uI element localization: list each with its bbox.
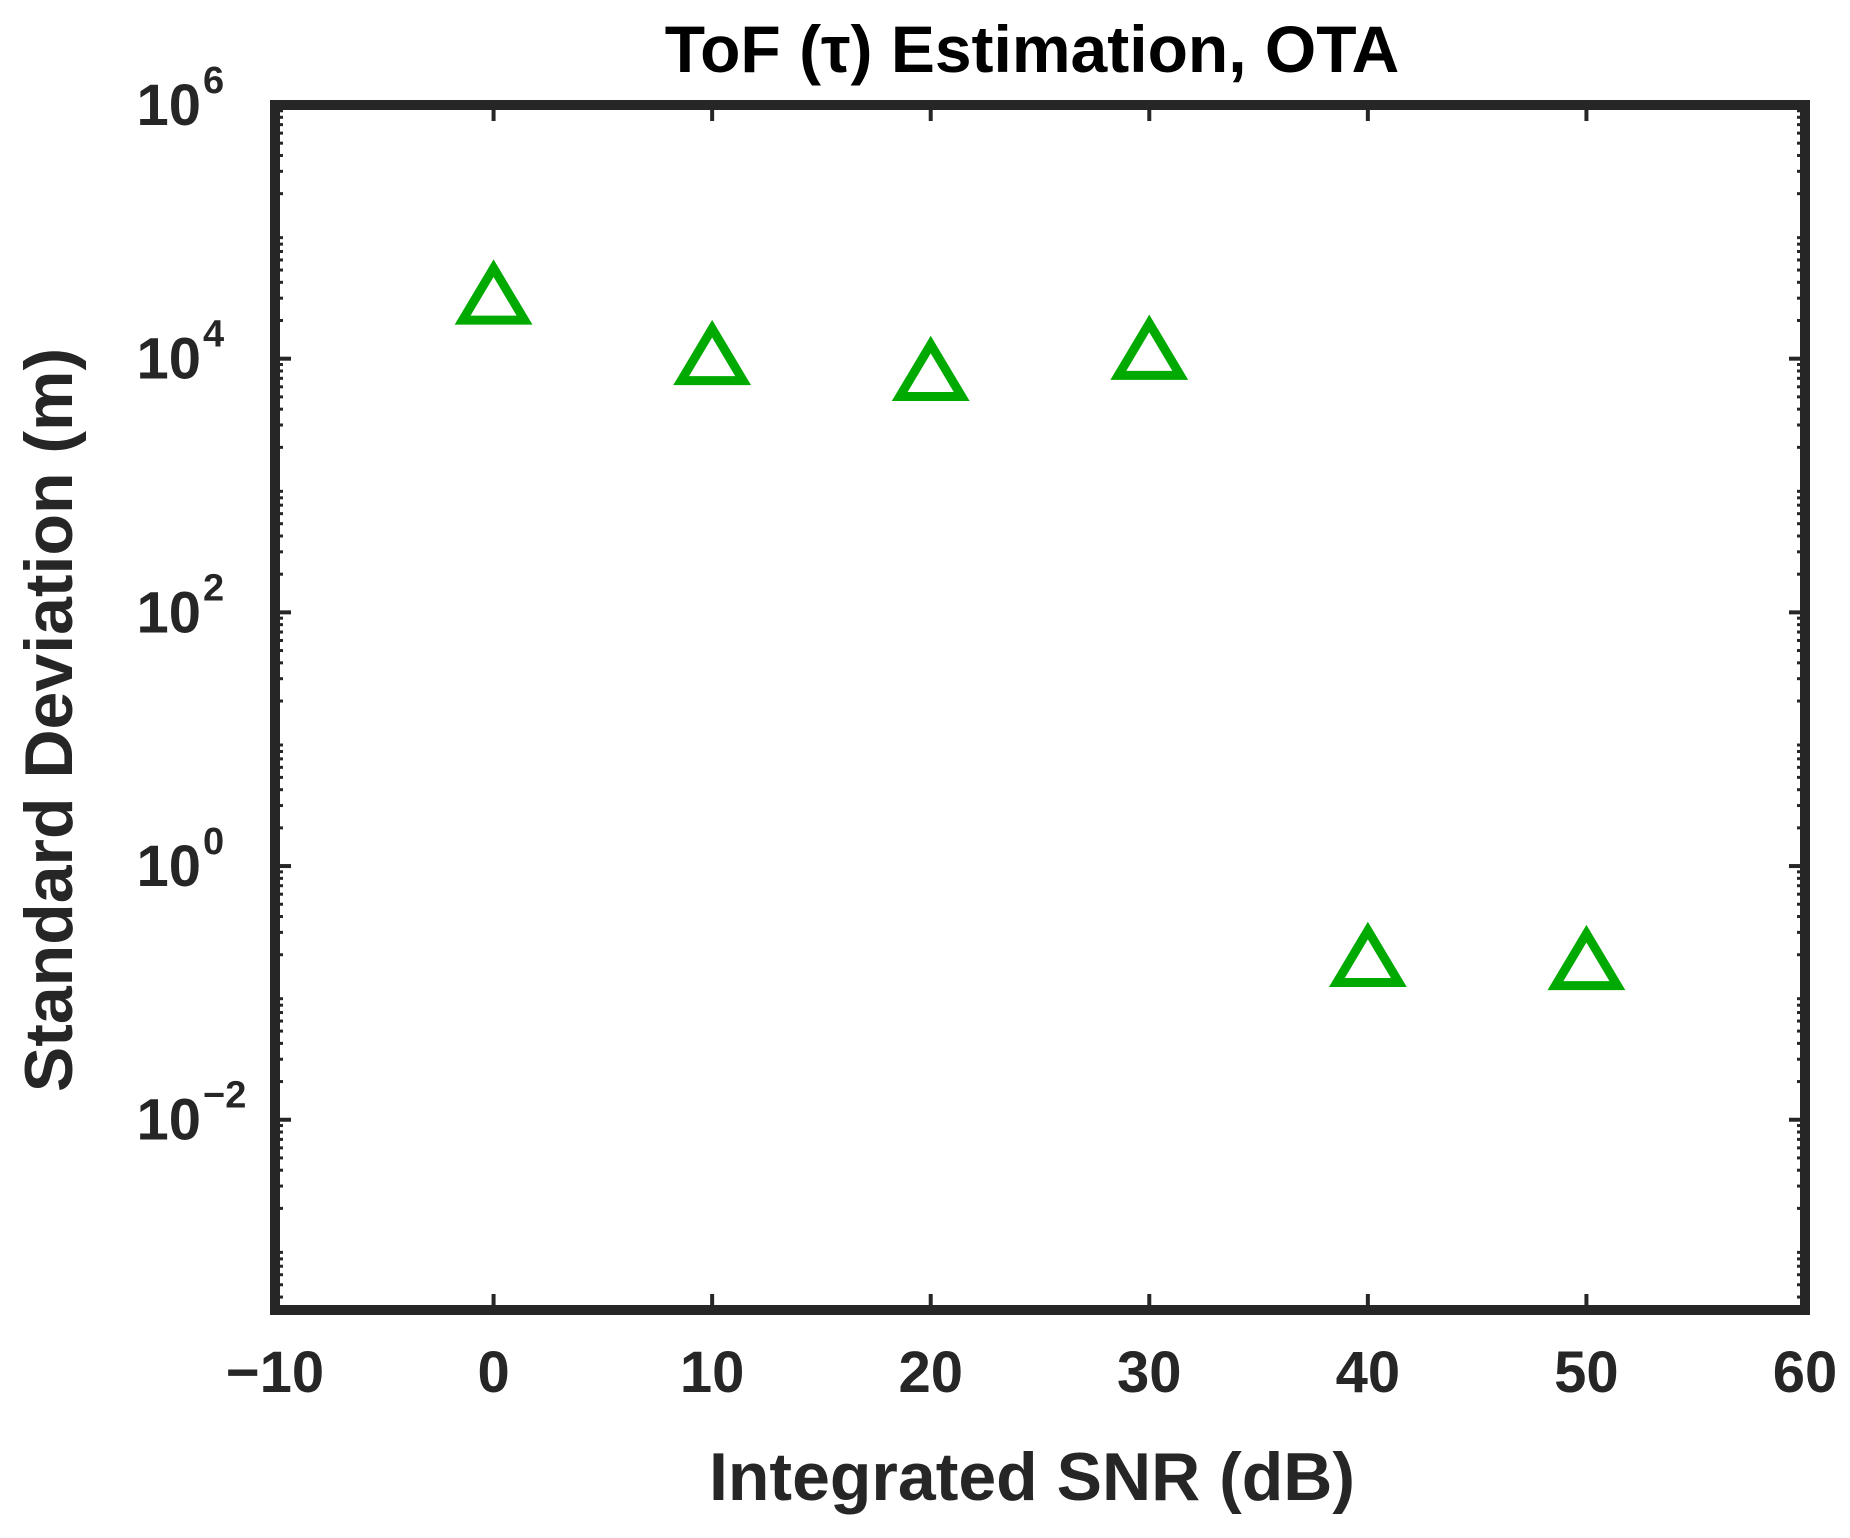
y-axis-title: Standard Deviation (m) bbox=[11, 348, 87, 1092]
y-tick-label: 10 bbox=[136, 1088, 201, 1153]
y-tick-label-exponent: 6 bbox=[203, 60, 224, 102]
data-point bbox=[891, 335, 970, 402]
y-tick-label-exponent: 4 bbox=[203, 314, 224, 356]
y-tick-label-exponent: 0 bbox=[203, 821, 224, 863]
axes-frame bbox=[270, 100, 1810, 1315]
x-axis-title: Integrated SNR (dB) bbox=[709, 1439, 1355, 1515]
y-tick-label-exponent: 2 bbox=[203, 567, 224, 609]
data-point bbox=[1547, 924, 1626, 991]
x-tick-label: 20 bbox=[898, 1340, 963, 1405]
data-point bbox=[673, 319, 752, 386]
chart-title: ToF (τ) Estimation, OTA bbox=[665, 12, 1400, 86]
data-point bbox=[1110, 314, 1189, 380]
y-tick-label-exponent: −2 bbox=[203, 1075, 246, 1117]
y-tick-label: 10 bbox=[136, 834, 201, 899]
x-tick-label: 0 bbox=[477, 1340, 509, 1405]
data-point bbox=[454, 259, 533, 325]
x-tick-label: 30 bbox=[1117, 1340, 1182, 1405]
x-tick-label: 10 bbox=[680, 1340, 745, 1405]
y-tick-label: 10 bbox=[136, 327, 201, 392]
y-tick-label: 10 bbox=[136, 580, 201, 645]
x-tick-label: 40 bbox=[1336, 1340, 1401, 1405]
x-tick-label: −10 bbox=[226, 1340, 324, 1405]
x-tick-label: 60 bbox=[1773, 1340, 1838, 1405]
x-tick-label: 50 bbox=[1554, 1340, 1619, 1405]
data-point bbox=[1328, 921, 1407, 988]
y-tick-label: 10 bbox=[136, 73, 201, 138]
